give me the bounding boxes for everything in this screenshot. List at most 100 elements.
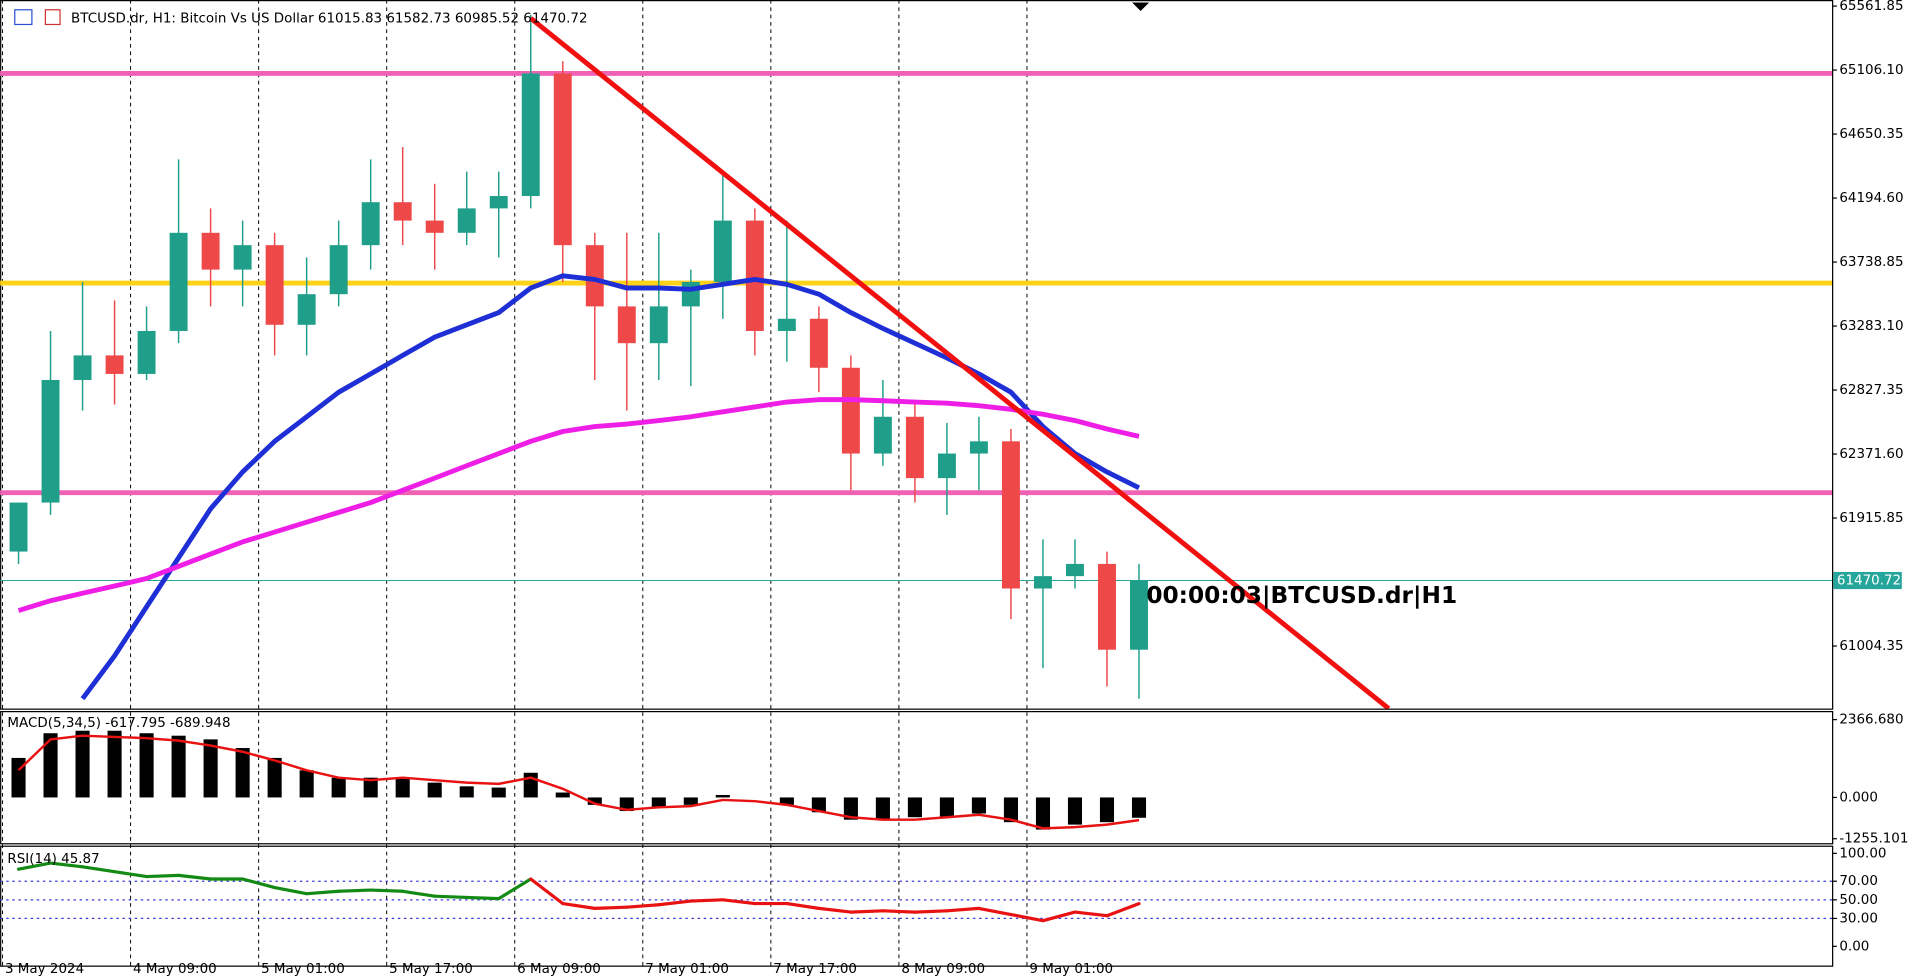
rsi-segment [817, 906, 853, 914]
rsi-segment [657, 899, 693, 907]
rsi-segment [977, 906, 1013, 917]
candle-body [233, 245, 252, 270]
x-tick-label: 3 May 2024 [5, 962, 84, 977]
candle-body [265, 245, 284, 325]
toolbar-icons [14, 9, 61, 26]
chart-title: BTCUSD.dr, H1: Bitcoin Vs US Dollar 6101… [71, 11, 587, 26]
rsi-segment [913, 909, 949, 914]
macd-bar [811, 797, 826, 813]
x-tick-label: 8 May 09:00 [901, 962, 985, 977]
y-tick-label: 30.00 [1839, 911, 1878, 926]
trendline [529, 16, 1391, 709]
candle-body [745, 220, 764, 331]
y-tick-label: -1255.101 [1839, 832, 1908, 847]
rsi-segment [1041, 910, 1077, 923]
macd-bar [555, 792, 570, 798]
candle-body [137, 330, 156, 374]
rsi-segment [369, 888, 405, 893]
candle-body [873, 416, 892, 454]
candle-body [1098, 563, 1116, 650]
last-price-box [1833, 571, 1902, 590]
macd-bar [267, 757, 282, 798]
rsi-segment [881, 909, 917, 914]
rsi-segment [80, 865, 117, 874]
y-tick-label: 62371.60 [1839, 447, 1903, 462]
panel [0, 861, 1833, 923]
macd-bar [1099, 797, 1115, 823]
candle-body [969, 441, 988, 454]
y-tick-label: 65561.85 [1839, 0, 1903, 14]
rsi-segment [144, 873, 181, 879]
candle-body [521, 73, 540, 197]
macd-bar [1003, 797, 1018, 823]
macd-bar [171, 735, 186, 798]
rsi-segment [849, 909, 885, 914]
y-tick-label: 70.00 [1839, 874, 1878, 889]
y-tick-label: 50.00 [1839, 893, 1878, 908]
candle-body [585, 245, 604, 307]
y-tick-label: 65106.10 [1839, 63, 1903, 78]
macd-bar [843, 797, 858, 820]
candle-body [201, 232, 220, 270]
candle-body [681, 281, 700, 307]
rsi-segment [465, 895, 501, 901]
candle-body [73, 355, 92, 380]
y-tick-label: 61915.85 [1839, 511, 1903, 526]
shift-marker [1132, 2, 1150, 12]
candle-body [1033, 576, 1052, 589]
macd-bar [875, 797, 890, 820]
rsi-segment [1009, 912, 1045, 923]
y-tick-label: 63738.85 [1839, 255, 1903, 270]
y-tick-label: 100.00 [1839, 846, 1886, 861]
macd-bar [395, 778, 410, 798]
rsi-segment [561, 901, 597, 910]
macd-bar [779, 797, 794, 805]
rsi-segment [785, 901, 821, 910]
x-tick-label: 5 May 01:00 [261, 962, 345, 977]
candle-body [1001, 441, 1020, 589]
candle-body [809, 318, 828, 368]
candle-body [649, 306, 668, 344]
rsi-segment [48, 861, 85, 869]
candle-body [425, 220, 444, 233]
last-price-label: 61470.72 [1837, 574, 1901, 589]
y-tick-label: 63283.10 [1839, 319, 1903, 334]
macd-bar [299, 770, 314, 798]
candle-body [937, 453, 956, 479]
macd-bar [75, 730, 90, 798]
x-tick-label: 4 May 09:00 [133, 962, 217, 977]
macd-bar [971, 797, 986, 814]
candle-body [713, 220, 732, 282]
macd-title: MACD(5,34,5) -617.795 -689.948 [7, 716, 230, 731]
macd-bar [491, 787, 506, 798]
macd-bar [651, 797, 666, 808]
candle-body [777, 318, 796, 331]
rsi-segment [593, 905, 629, 910]
rsi-segment [337, 888, 373, 893]
candle-body [1066, 563, 1084, 577]
candle-body [41, 379, 60, 503]
candle-body [9, 502, 28, 552]
macd-bar [203, 739, 218, 798]
candle-body [105, 355, 124, 374]
rsi-segment [16, 861, 53, 871]
macd-bar [235, 748, 250, 798]
candle-body [457, 208, 476, 233]
candle-body [393, 202, 412, 221]
y-tick-label: 62827.35 [1839, 383, 1903, 398]
candle-body [297, 294, 316, 325]
y-tick-label: 61004.35 [1839, 639, 1903, 654]
macd-bar [619, 797, 634, 812]
macd-bar [1067, 797, 1083, 825]
macd-bar [683, 797, 698, 805]
rsi-segment [497, 877, 533, 901]
rsi-segment [1105, 902, 1141, 918]
rsi-segment [401, 889, 437, 898]
y-tick-label: 0.000 [1839, 790, 1878, 805]
macd-bar [331, 777, 346, 798]
rsi-segment [945, 906, 981, 913]
y-tick-label: 64650.35 [1839, 127, 1903, 142]
macd-bar [107, 730, 122, 798]
x-tick-label: 7 May 17:00 [773, 962, 857, 977]
candle-body [329, 245, 348, 295]
